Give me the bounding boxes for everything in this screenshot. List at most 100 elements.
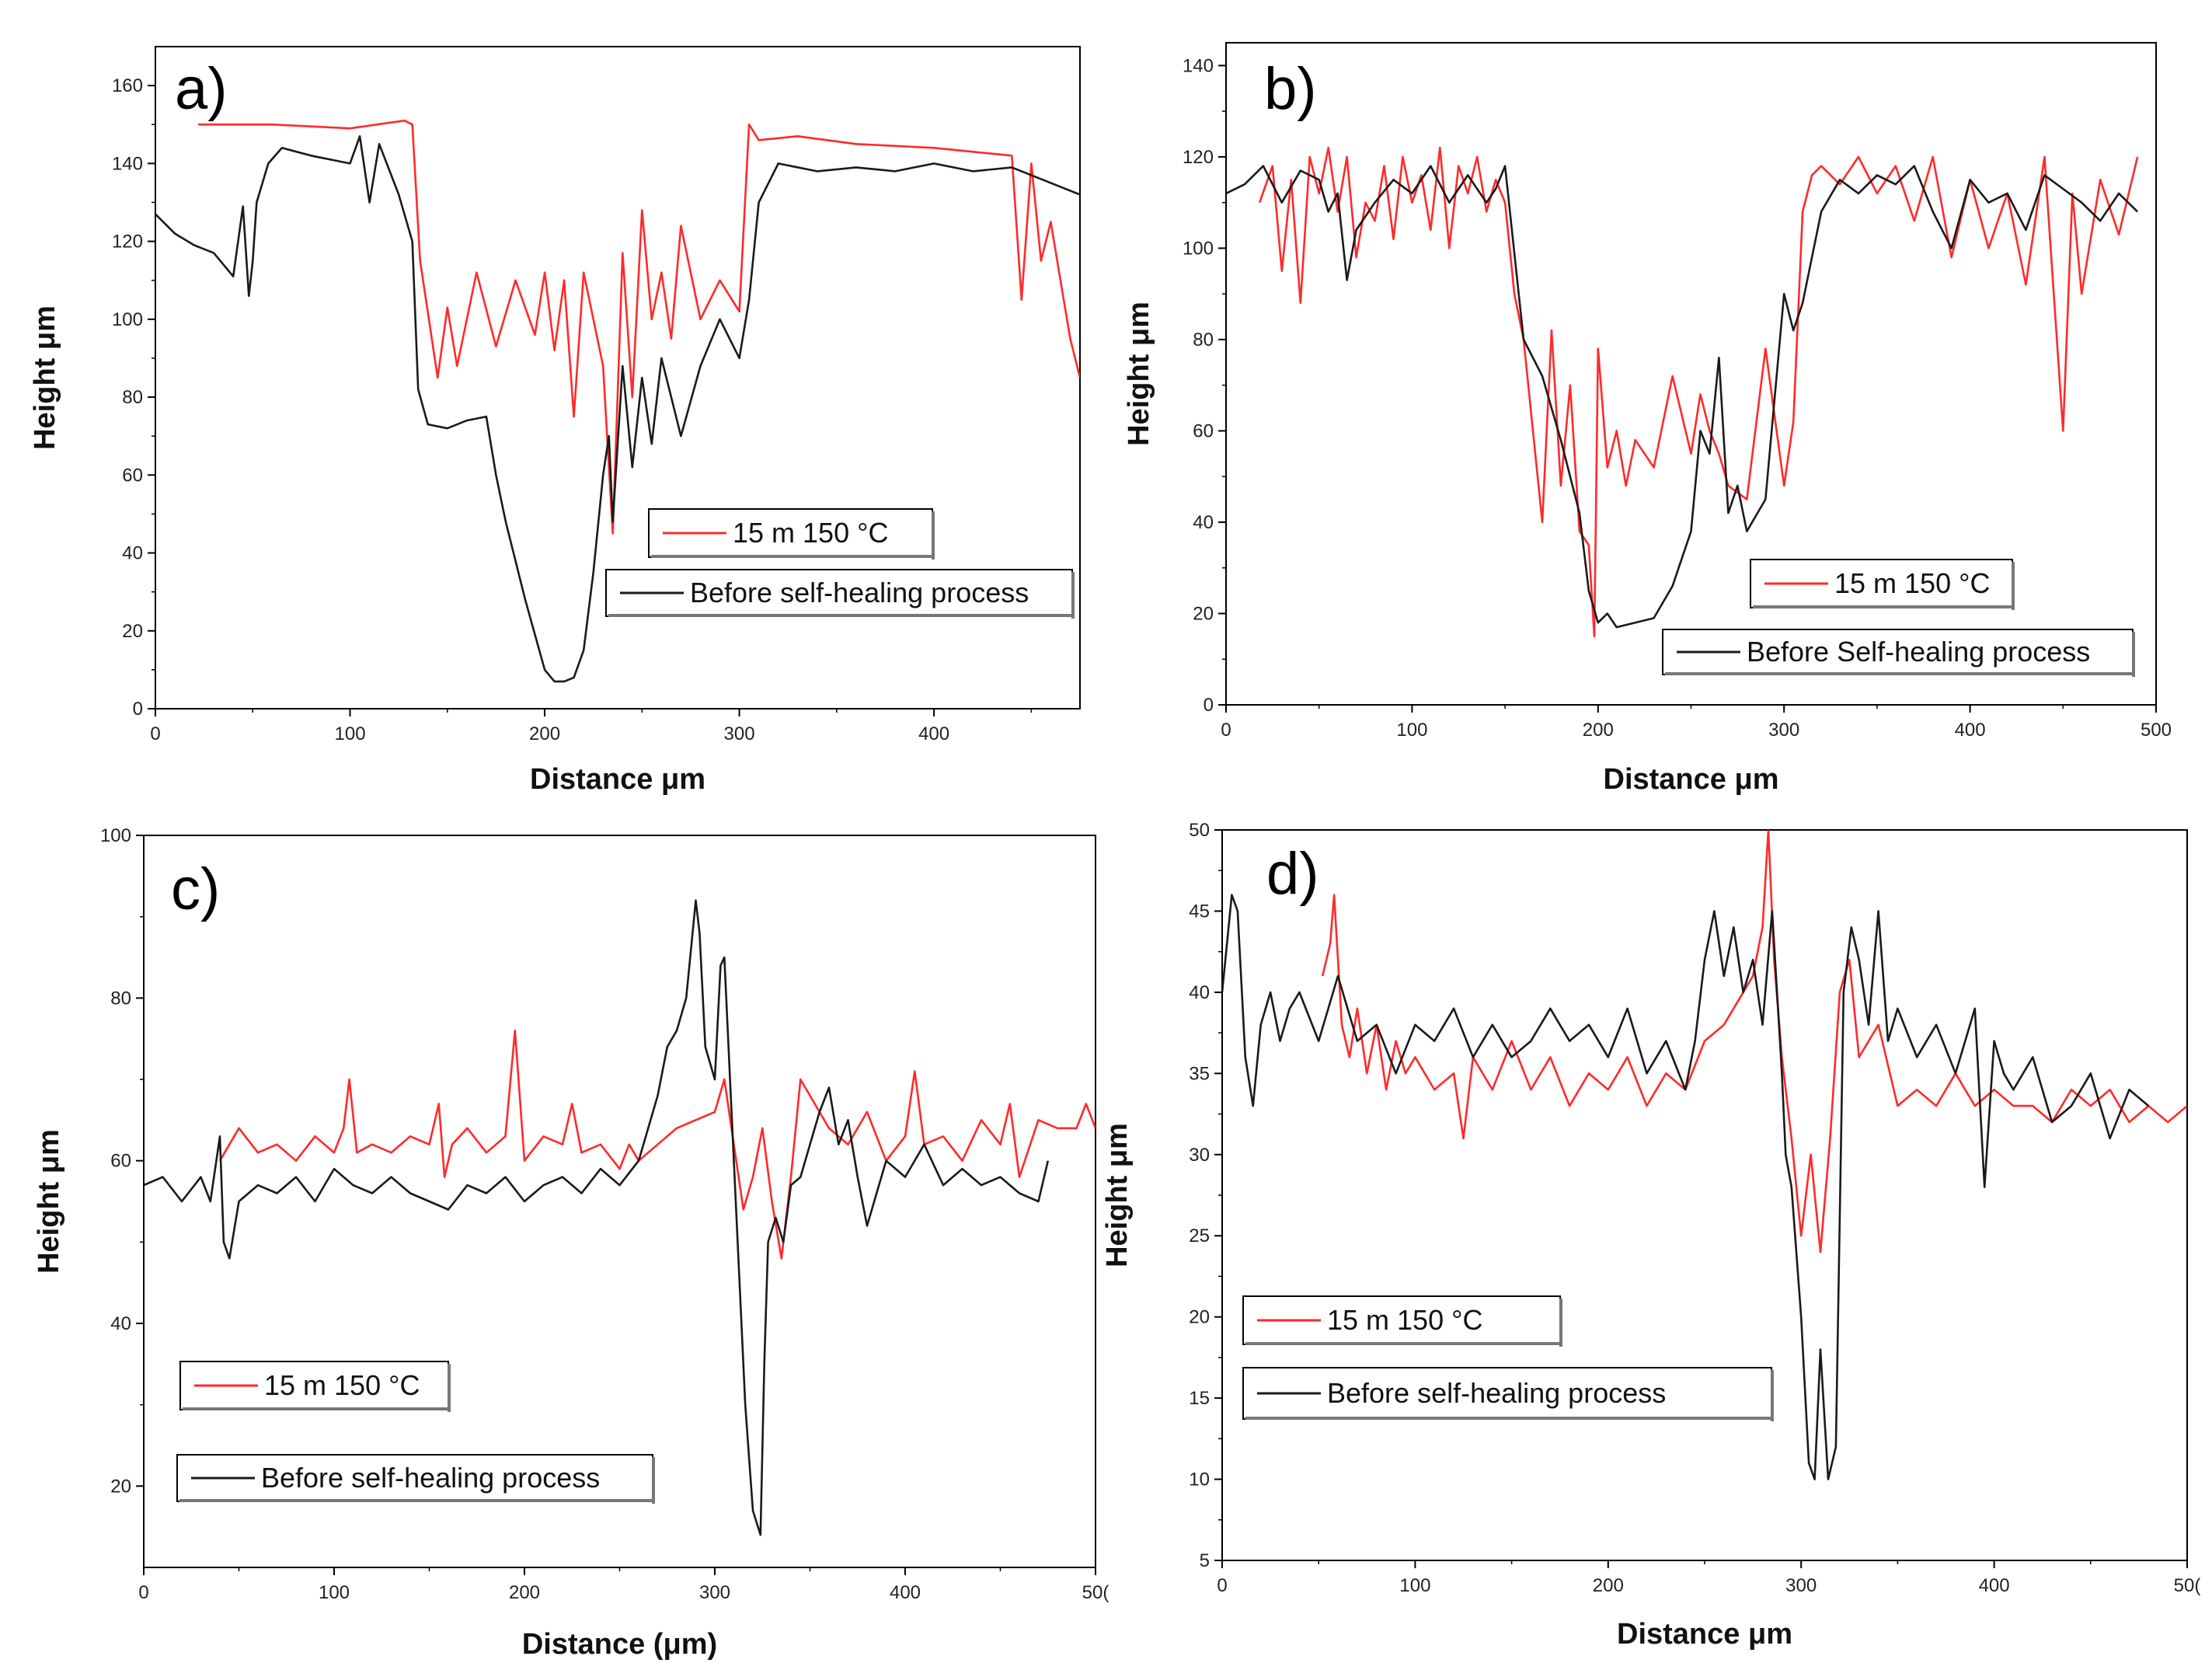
chart-panel-1: 0 100 200 300 400 0 20 40 60 80 100 120 140 160 a) Dist… <box>29 46 1081 796</box>
y-tick-label: 100 <box>1183 238 1214 259</box>
legend-label: 15 m 150 °C <box>1834 567 1991 599</box>
legend-label: 15 m 150 °C <box>733 517 889 549</box>
x-tick-label: 300 <box>1768 720 1799 741</box>
y-tick-label: 20 <box>110 1476 131 1497</box>
x-tick-label: 100 <box>1396 720 1427 741</box>
legend-shadow <box>932 511 935 560</box>
y-tick-label: 100 <box>112 309 143 330</box>
y-tick-label: 40 <box>110 1313 131 1334</box>
legend-shadow <box>179 1499 655 1502</box>
y-tick-label: 140 <box>1183 55 1214 76</box>
y-tick-label: 80 <box>122 387 143 408</box>
y-axis-title: Height μm <box>29 305 61 450</box>
x-axis-title: Distance (μm) <box>522 1628 717 1661</box>
series-group <box>1226 146 2139 638</box>
y-tick-label: 20 <box>122 621 143 642</box>
x-tick-label: 0 <box>1221 720 1231 741</box>
legend-box <box>176 1454 653 1502</box>
y-tick-label: 20 <box>1193 603 1214 624</box>
legend-entry-after-healing: 15 m 150 °C <box>648 508 935 560</box>
y-tick-label: 40 <box>1193 512 1214 533</box>
legend-shadow <box>448 1364 451 1412</box>
x-axis-title: Distance μm <box>1604 763 1779 796</box>
y-tick-label: 60 <box>1193 420 1214 441</box>
y-tick-label: 140 <box>112 153 143 174</box>
chart-panel-2: 0 100 200 300 400 500 0 20 40 60 80 100 120 140 b) Dist… <box>1123 42 2172 796</box>
y-tick-label: 60 <box>110 1151 131 1172</box>
x-tick-label: 200 <box>509 1582 540 1603</box>
legend-shadow <box>652 1457 655 1504</box>
legend-shadow <box>651 555 935 558</box>
x-tick-label: 100 <box>335 723 366 744</box>
series-group <box>144 899 1096 1536</box>
x-tick-label: 50( <box>1082 1582 1109 1603</box>
x-tick-label: 400 <box>918 723 949 744</box>
x-tick-label: 300 <box>724 723 755 744</box>
chart-panel-4: 0 100 200 300 400 50(5 10 15 20 25 30 35 40 45 50 d) Dis… <box>1101 820 2200 1651</box>
legend-label: Before self-healing process <box>690 577 1029 608</box>
y-tick-label: 10 <box>1189 1470 1210 1490</box>
legend-box <box>1662 629 2134 675</box>
x-tick-label: 100 <box>1399 1575 1430 1596</box>
legend-entry-before-healing: Before self-healing process <box>1242 1367 1774 1421</box>
x-axis-title: Distance μm <box>530 763 705 796</box>
series-line-before-healing <box>1226 165 2139 629</box>
legend-label: Before self-healing process <box>261 1462 600 1494</box>
x-tick-label: 400 <box>1955 720 1986 741</box>
series-line-after-healing <box>1321 830 2187 1253</box>
legend-shadow <box>1771 1370 1774 1421</box>
legend-shadow <box>1245 1417 1774 1420</box>
x-tick-label: 300 <box>1785 1575 1817 1596</box>
legend-shadow <box>1071 572 1075 619</box>
y-tick-label: 60 <box>122 465 143 486</box>
legend-entry-before-healing: Before self-healing process <box>176 1454 655 1504</box>
x-tick-label: 300 <box>699 1582 730 1603</box>
panel-label: c) <box>171 856 220 922</box>
x-tick-label: 0 <box>150 723 160 744</box>
panel-label: a) <box>175 56 228 122</box>
y-tick-label: 80 <box>1193 329 1214 350</box>
series-line-before-healing <box>1222 894 2150 1480</box>
y-tick-label: 35 <box>1189 1063 1210 1084</box>
y-tick-label: 120 <box>112 232 143 253</box>
legend-entry-after-healing: 15 m 150 °C <box>179 1361 451 1412</box>
legend-shadow <box>1753 605 2015 608</box>
legend-shadow <box>608 614 1075 617</box>
x-tick-label: 200 <box>1593 1575 1624 1596</box>
y-tick-label: 20 <box>1189 1307 1210 1328</box>
legend-shadow <box>183 1407 451 1410</box>
x-tick-label: 0 <box>1217 1575 1227 1596</box>
legend-shadow <box>2132 632 2135 677</box>
y-axis-title: Height μm <box>33 1129 65 1274</box>
x-tick-label: 0 <box>138 1582 148 1603</box>
legend-entry-before-healing: Before self-healing process <box>605 569 1075 619</box>
x-tick-label: 200 <box>529 723 560 744</box>
y-tick-label: 40 <box>122 543 143 564</box>
y-tick-label: 0 <box>133 699 143 720</box>
panel-label: d) <box>1266 841 1319 907</box>
y-tick-label: 45 <box>1189 901 1210 922</box>
legend-label: 15 m 150 °C <box>264 1369 420 1401</box>
y-axis-title: Height μm <box>1101 1123 1134 1267</box>
y-tick-label: 100 <box>100 825 131 846</box>
legend-shadow <box>1559 1299 1562 1347</box>
y-tick-label: 5 <box>1200 1550 1210 1571</box>
legend-shadow <box>1245 1342 1562 1345</box>
x-tick-label: 400 <box>890 1582 921 1603</box>
series-line-after-healing <box>218 1029 1096 1260</box>
y-tick-label: 40 <box>1189 982 1210 1003</box>
series-line-after-healing <box>198 119 1080 535</box>
y-tick-label: 30 <box>1189 1145 1210 1166</box>
series-group <box>155 119 1080 683</box>
legend-label: 15 m 150 °C <box>1327 1304 1483 1336</box>
panel-label: b) <box>1264 56 1317 122</box>
x-tick-label: 500 <box>2141 720 2172 741</box>
x-tick-label: 50( <box>2174 1575 2201 1596</box>
legend-label: Before Self-healing process <box>1747 636 2090 668</box>
series-line-before-healing <box>144 899 1050 1536</box>
plot-frame <box>1225 42 2157 706</box>
legend-entry-after-healing: 15 m 150 °C <box>1750 559 2015 610</box>
y-tick-label: 80 <box>110 988 131 1009</box>
x-tick-label: 400 <box>1979 1575 2010 1596</box>
